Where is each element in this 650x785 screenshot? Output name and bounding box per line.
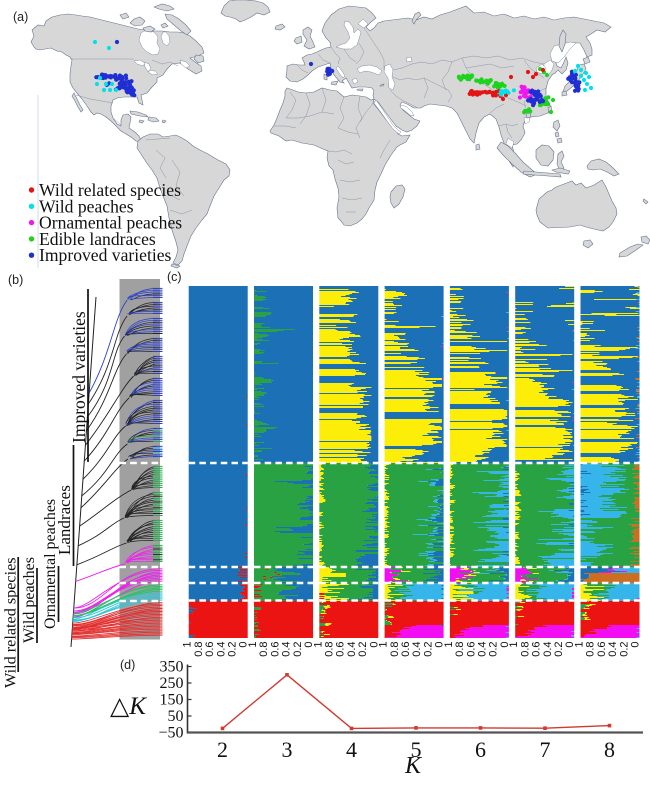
svg-text:2: 2 xyxy=(217,737,228,762)
svg-text:150: 150 xyxy=(160,692,184,709)
svg-text:(b): (b) xyxy=(8,273,23,287)
svg-text:8: 8 xyxy=(604,737,615,762)
svg-text:0.4: 0.4 xyxy=(215,642,227,657)
svg-text:0.2: 0.2 xyxy=(357,642,369,657)
svg-text:Improved varieties: Improved varieties xyxy=(69,311,89,443)
svg-text:0.6: 0.6 xyxy=(400,642,412,657)
svg-text:0.6: 0.6 xyxy=(335,642,347,657)
svg-text:0.4: 0.4 xyxy=(477,642,489,657)
svg-text:250: 250 xyxy=(160,675,184,692)
svg-text:0.8: 0.8 xyxy=(585,642,597,657)
svg-text:Improved varieties: Improved varieties xyxy=(39,245,172,265)
svg-text:0.8: 0.8 xyxy=(454,642,466,657)
svg-text:Wild peaches: Wild peaches xyxy=(39,196,134,216)
svg-text:1: 1 xyxy=(182,642,194,648)
svg-text:0.2: 0.2 xyxy=(488,642,500,657)
svg-text:Wild related species: Wild related species xyxy=(39,180,181,200)
svg-text:0: 0 xyxy=(368,642,380,648)
svg-text:0.8: 0.8 xyxy=(519,642,531,657)
svg-text:Edible landraces: Edible landraces xyxy=(39,229,156,249)
svg-text:Wild related species: Wild related species xyxy=(2,557,20,688)
svg-text:0.2: 0.2 xyxy=(422,642,434,657)
svg-text:0: 0 xyxy=(434,642,446,648)
svg-text:1: 1 xyxy=(312,642,324,648)
svg-text:0.2: 0.2 xyxy=(553,642,565,657)
svg-text:0.6: 0.6 xyxy=(269,642,281,657)
svg-text:(c): (c) xyxy=(167,270,182,284)
svg-text:1: 1 xyxy=(574,642,586,648)
svg-text:0.6: 0.6 xyxy=(531,642,543,657)
svg-text:1: 1 xyxy=(443,642,455,648)
svg-text:0.4: 0.4 xyxy=(346,642,358,657)
svg-text:Wild peaches: Wild peaches xyxy=(21,557,38,643)
svg-text:5: 5 xyxy=(411,737,422,762)
svg-text:50: 50 xyxy=(168,708,184,725)
svg-text:0.8: 0.8 xyxy=(389,642,401,657)
svg-text:(a): (a) xyxy=(13,10,28,24)
svg-text:0.4: 0.4 xyxy=(281,642,293,657)
svg-text:0.2: 0.2 xyxy=(292,642,304,657)
svg-text:0.4: 0.4 xyxy=(411,642,423,657)
svg-text:0: 0 xyxy=(630,642,642,648)
svg-text:1: 1 xyxy=(378,642,390,648)
svg-text:0.8: 0.8 xyxy=(258,642,270,657)
svg-text:350: 350 xyxy=(160,659,184,676)
svg-text:Ornamental peaches: Ornamental peaches xyxy=(39,213,182,233)
svg-text:Ornamental peaches: Ornamental peaches xyxy=(42,499,59,629)
svg-text:1: 1 xyxy=(247,642,259,648)
svg-text:0: 0 xyxy=(238,642,250,648)
svg-text:0.6: 0.6 xyxy=(596,642,608,657)
svg-text:Landraces: Landraces xyxy=(55,485,74,555)
svg-text:(d): (d) xyxy=(120,658,135,672)
svg-text:0.2: 0.2 xyxy=(618,642,630,657)
svg-text:0.8: 0.8 xyxy=(324,642,336,657)
svg-text:0.2: 0.2 xyxy=(227,642,239,657)
svg-text:0.6: 0.6 xyxy=(204,642,216,657)
svg-text:K: K xyxy=(404,753,423,779)
svg-text:4: 4 xyxy=(346,737,357,762)
svg-text:0.6: 0.6 xyxy=(465,642,477,657)
svg-text:△K: △K xyxy=(110,693,147,720)
svg-text:0.8: 0.8 xyxy=(193,642,205,657)
svg-text:0.4: 0.4 xyxy=(607,642,619,657)
svg-text:1: 1 xyxy=(508,642,520,648)
svg-text:0: 0 xyxy=(499,642,511,648)
svg-text:6: 6 xyxy=(475,737,486,762)
svg-text:7: 7 xyxy=(540,737,551,762)
svg-text:0.4: 0.4 xyxy=(542,642,554,657)
svg-text:0: 0 xyxy=(303,642,315,648)
svg-text:−50: −50 xyxy=(158,725,183,742)
svg-text:0: 0 xyxy=(564,642,576,648)
svg-text:3: 3 xyxy=(282,737,293,762)
